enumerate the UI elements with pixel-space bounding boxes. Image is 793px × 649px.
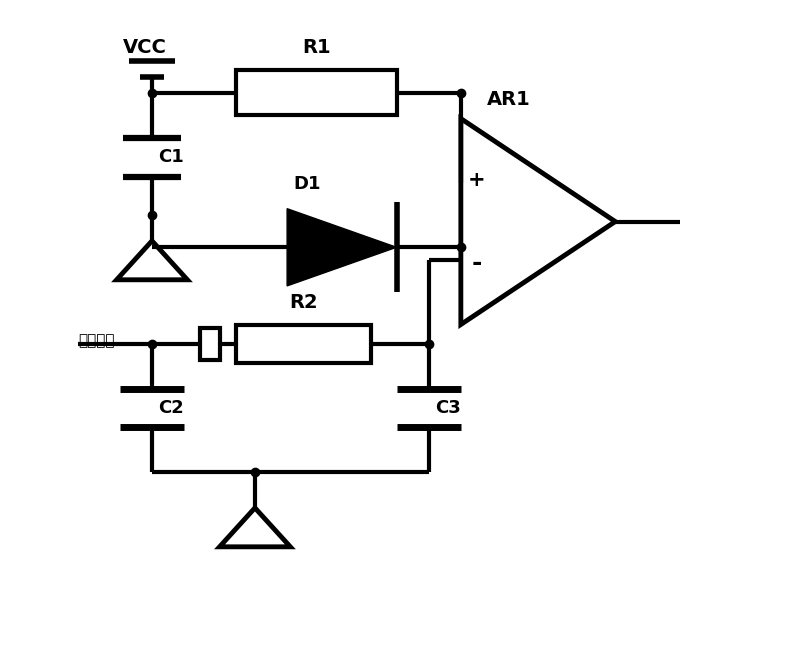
- Text: C3: C3: [435, 399, 461, 417]
- Text: AR1: AR1: [487, 90, 531, 109]
- Text: R1: R1: [302, 38, 331, 58]
- Text: VCC: VCC: [123, 38, 167, 58]
- Text: -: -: [472, 251, 482, 275]
- Text: C2: C2: [159, 399, 184, 417]
- Bar: [201, 328, 220, 360]
- Text: D1: D1: [293, 175, 321, 193]
- Text: C1: C1: [159, 148, 184, 166]
- Bar: [236, 324, 371, 363]
- Polygon shape: [287, 209, 396, 286]
- Bar: [236, 70, 396, 116]
- Text: R2: R2: [289, 293, 317, 312]
- Text: +: +: [468, 170, 486, 190]
- Text: 检测入口: 检测入口: [78, 333, 114, 348]
